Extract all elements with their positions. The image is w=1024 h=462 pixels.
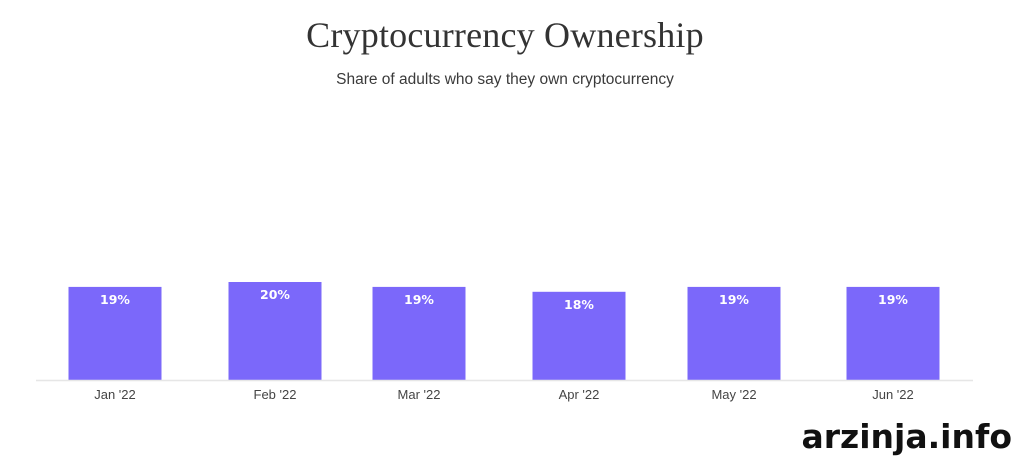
bar-data-label: 19% xyxy=(404,292,434,307)
x-tick-label: Feb '22 xyxy=(254,387,297,402)
watermark-text: arzinja.info xyxy=(793,414,1020,460)
bar xyxy=(68,286,162,380)
chart-subtitle: Share of adults who say they own cryptoc… xyxy=(336,71,674,88)
bars-layer: 19% 20% 19% 18% 19% 19% xyxy=(68,282,940,380)
bar-data-label: 19% xyxy=(878,292,908,307)
bar xyxy=(687,286,781,380)
bar xyxy=(228,282,322,380)
x-tick-label: May '22 xyxy=(711,387,756,402)
x-tick-label: Mar '22 xyxy=(398,387,441,402)
bar-data-label: 20% xyxy=(260,287,290,302)
bar xyxy=(372,286,466,380)
labels-layer: Jan '22 Feb '22 Mar '22 Apr '22 May '22 Jun '… xyxy=(94,387,914,402)
bar-data-label: 19% xyxy=(719,292,749,307)
bar xyxy=(532,291,626,380)
x-tick-label: Jan '22 xyxy=(94,387,136,402)
chart-title: Cryptocurrency Ownership xyxy=(306,15,704,55)
x-tick-label: Jun '22 xyxy=(872,387,914,402)
bar-data-label: 19% xyxy=(100,292,130,307)
bar xyxy=(846,286,940,380)
x-tick-label: Apr '22 xyxy=(559,387,600,402)
bar-data-label: 18% xyxy=(564,297,594,312)
